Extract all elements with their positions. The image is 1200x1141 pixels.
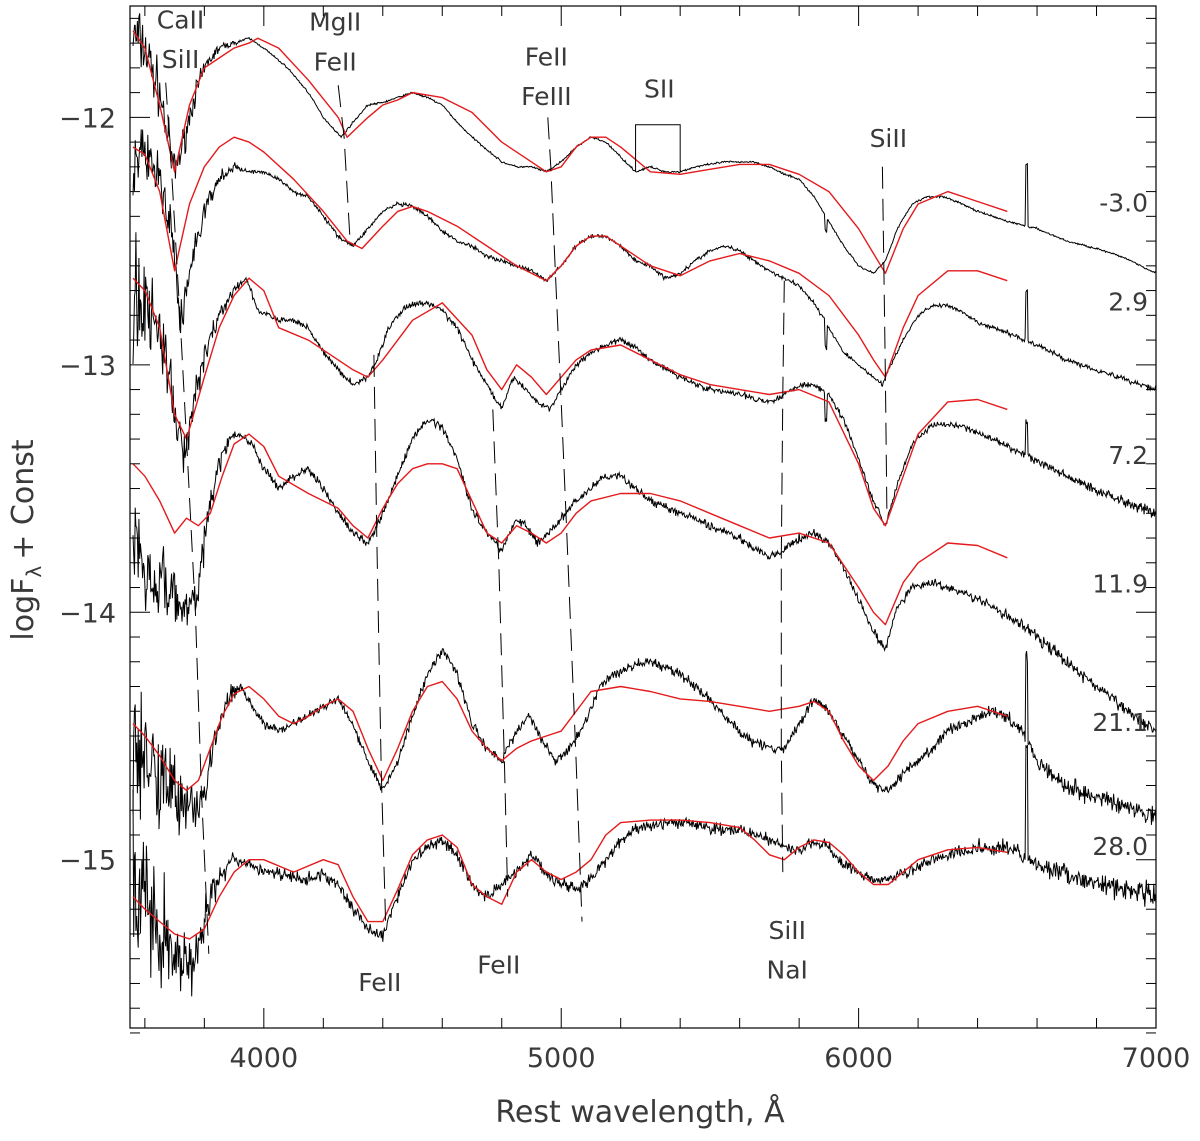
y-axis-title-main: logF [6, 578, 41, 641]
line-id-label: FeIII [521, 82, 572, 111]
line-id-bracket [635, 124, 681, 172]
observed-spectrum-line [132, 232, 1156, 526]
observed-spectrum-line [132, 647, 1156, 836]
line-id-label: MgII [309, 8, 361, 37]
y-tick-label: −13 [59, 351, 116, 382]
x-tick-label: 4000 [229, 1043, 298, 1074]
y-tick-label: −14 [59, 598, 116, 629]
y-axis-title: logFλ + Const [6, 439, 46, 640]
plot-border [129, 5, 1157, 1029]
axis-labels: Rest wavelength, Å logFλ + Const [6, 439, 785, 1130]
line-id-label: NaI [767, 956, 808, 985]
plot-inner [132, 13, 1156, 997]
line-id-label: SII [644, 75, 675, 104]
line-id-label: SiII [162, 45, 200, 74]
line-id-label: CaII [157, 5, 205, 34]
model-spectrum-line [132, 136, 1008, 378]
model-spectrum-line [132, 433, 1008, 626]
x-axis-title: Rest wavelength, Å [495, 1094, 785, 1130]
plot-area: CaII SiII MgII FeII FeII FeIII SII SiII FeII FeII… [132, 5, 1156, 997]
observed-spectrum-line [132, 13, 1156, 274]
line-id-guide [780, 280, 785, 873]
phase-label: -3.0 [1099, 188, 1148, 217]
y-tick-label: −15 [59, 846, 116, 877]
x-tick-label: 7000 [1122, 1043, 1191, 1074]
observed-spectrum-line [132, 744, 1156, 997]
observed-spectrum-line [132, 129, 1156, 392]
line-id-guide [165, 82, 210, 954]
model-spectrum-line [132, 680, 1008, 792]
line-id-guide [547, 117, 583, 922]
y-axis-title-subscript: λ [22, 566, 46, 578]
line-id-label: FeII [525, 42, 568, 71]
plot-frame [129, 5, 1157, 1029]
line-id-label: FeII [314, 47, 357, 76]
phase-label: 11.9 [1092, 569, 1148, 598]
x-tick-label: 5000 [527, 1043, 596, 1074]
phase-label: 28.0 [1092, 832, 1148, 861]
phase-label: 2.9 [1108, 287, 1148, 316]
y-tick-label: −12 [59, 103, 116, 134]
line-id-label: SiII [768, 916, 806, 945]
phase-label: 21.1 [1092, 708, 1148, 737]
model-spectrum-line [132, 277, 1008, 527]
line-id-guide [373, 354, 387, 930]
line-id-label: FeII [358, 968, 401, 997]
model-spectrum-line [132, 30, 1008, 274]
line-id-guide [337, 85, 351, 242]
line-id-guide [492, 409, 509, 897]
line-id-label: SiII [870, 124, 908, 153]
line-id-label: FeII [477, 951, 520, 980]
x-tick-label: 6000 [824, 1043, 893, 1074]
line-id-guide [881, 166, 888, 514]
phase-label: 7.2 [1108, 441, 1148, 470]
observed-spectrum-line [132, 417, 1156, 733]
axis-ticks: 4000 5000 6000 7000 −12 −13 −14 −15 [59, 6, 1191, 1074]
model-spectrum-line [132, 819, 1008, 940]
y-axis-title-rest: + Const [6, 439, 41, 560]
